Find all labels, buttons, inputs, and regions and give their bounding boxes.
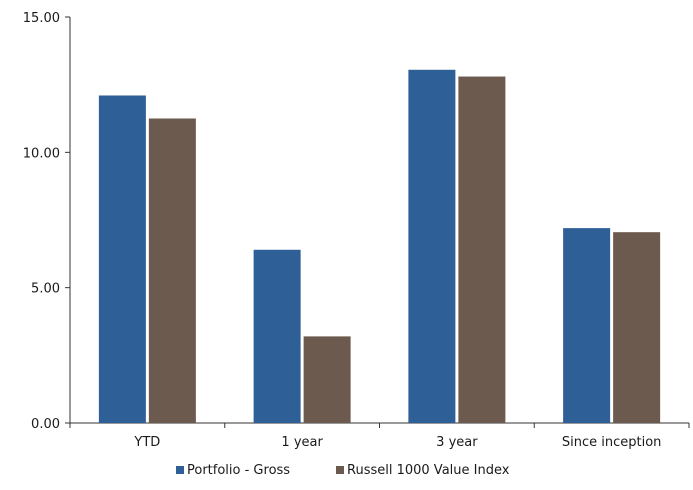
y-tick-label: 5.00 bbox=[31, 282, 60, 297]
y-tick-label: 10.00 bbox=[23, 146, 60, 161]
bar-portfolio-gross-2 bbox=[408, 69, 456, 423]
x-tick-label: 3 year bbox=[436, 435, 478, 450]
bars bbox=[98, 69, 661, 424]
x-tick-label: 1 year bbox=[281, 435, 323, 450]
x-tick-label: YTD bbox=[133, 435, 160, 450]
legend: Portfolio - Gross Russell 1000 Value Inde… bbox=[176, 463, 510, 478]
bar-portfolio-gross-0 bbox=[98, 95, 146, 423]
bar-russell-1000-value-1 bbox=[303, 336, 351, 423]
labels: 0.00 5.00 10.00 15.00 YTD 1 year 3 year Since i… bbox=[23, 11, 662, 450]
bar-portfolio-gross-3 bbox=[563, 228, 611, 423]
legend-swatch bbox=[176, 466, 184, 474]
bar-russell-1000-value-0 bbox=[148, 118, 196, 423]
legend-label: Russell 1000 Value Index bbox=[347, 463, 510, 478]
y-tick-label: 15.00 bbox=[23, 11, 60, 26]
legend-swatch bbox=[336, 466, 344, 474]
bar-russell-1000-value-3 bbox=[613, 232, 661, 423]
legend-label: Portfolio - Gross bbox=[187, 463, 290, 478]
x-tick-label: Since inception bbox=[562, 435, 662, 450]
bar-portfolio-gross-1 bbox=[253, 249, 301, 423]
bar-russell-1000-value-2 bbox=[458, 76, 506, 424]
y-tick-label: 0.00 bbox=[31, 417, 60, 432]
